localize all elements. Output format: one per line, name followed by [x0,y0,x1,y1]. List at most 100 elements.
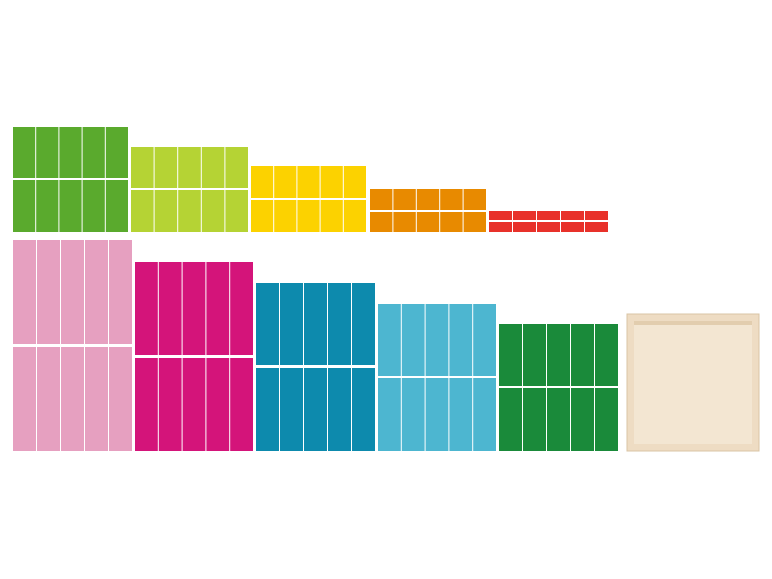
rod [440,189,463,210]
rod [343,200,366,232]
rod [595,324,618,386]
rod [401,304,425,376]
rod [523,324,546,386]
rod [304,283,327,365]
rod [595,388,618,451]
rod [473,304,496,376]
rod [230,358,253,451]
tray-shadow [634,321,752,325]
rod [585,211,608,220]
rod [154,190,178,232]
rod [131,147,154,188]
rod [561,211,584,220]
rod [206,262,230,355]
rod [82,180,105,232]
rod [251,200,274,232]
rod [61,347,84,451]
rod [561,222,584,232]
rod [416,189,440,210]
rod [328,368,351,451]
rod [85,240,108,344]
wooden-tray [626,313,760,452]
rod [280,368,303,451]
rod [499,388,522,451]
rod [230,262,253,355]
rod [378,304,401,376]
rod [473,378,496,451]
rod [109,240,132,344]
rod [352,368,375,451]
rod [158,262,182,355]
rod [378,378,401,451]
rod [59,127,82,178]
rod [13,127,36,178]
rod [416,212,440,232]
rod [499,324,522,386]
rod [370,189,393,210]
rod [274,200,297,232]
rod [201,190,225,232]
rod [82,127,105,178]
rod [36,180,59,232]
rod [393,212,416,232]
rod [59,180,82,232]
rod [182,262,206,355]
rod [513,222,536,232]
rod [201,147,225,188]
rod [13,240,36,344]
rod [178,190,201,232]
rod [274,166,297,198]
rod [105,180,128,232]
rod [13,347,36,451]
rod [463,189,486,210]
rod [425,378,449,451]
rod [61,240,84,344]
rod [489,222,512,232]
rod [571,324,594,386]
rod [320,166,343,198]
rod [178,147,201,188]
rod [135,262,158,355]
rod [352,283,375,365]
rod [225,190,248,232]
rod [585,222,608,232]
rod-sets [13,127,618,451]
rod [547,324,570,386]
rod [547,388,570,451]
rod [449,378,473,451]
rod [393,189,416,210]
rod [320,200,343,232]
rod [523,388,546,451]
rod [513,211,536,220]
rod [36,127,59,178]
rod [256,368,279,451]
rod [37,240,60,344]
rod [135,358,158,451]
rod [158,358,182,451]
rod [425,304,449,376]
rod [109,347,132,451]
rod [370,212,393,232]
rod [449,304,473,376]
rod [154,147,178,188]
rod [343,166,366,198]
tray-inner [634,321,752,444]
rod [182,358,206,451]
rod [328,283,351,365]
rod [37,347,60,451]
rod [489,211,512,220]
rod [304,368,327,451]
rod [537,211,560,220]
rod [440,212,463,232]
rod [256,283,279,365]
rod [105,127,128,178]
rod [297,166,320,198]
rod [251,166,274,198]
rod [401,378,425,451]
rod [571,388,594,451]
rod [225,147,248,188]
rod [297,200,320,232]
rod [537,222,560,232]
rod [85,347,108,451]
